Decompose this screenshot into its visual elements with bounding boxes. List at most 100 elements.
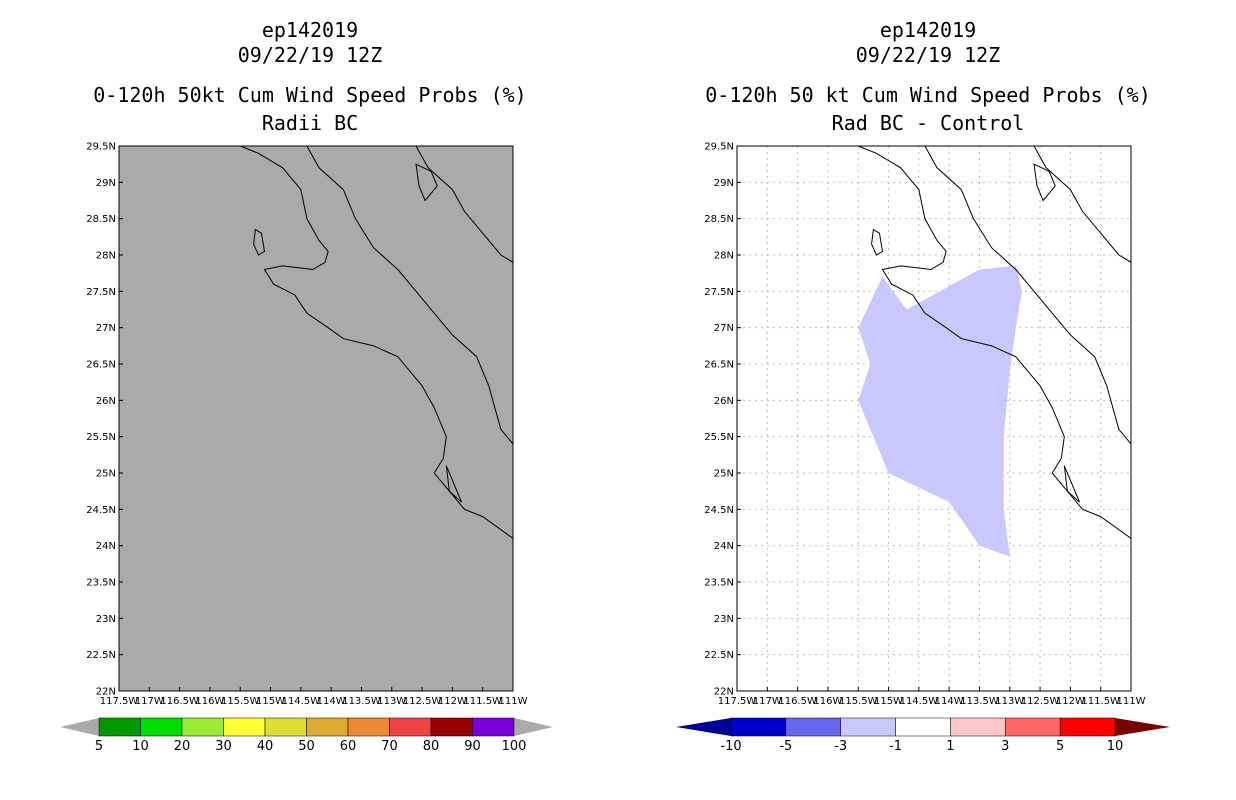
y-tick-label: 22N bbox=[96, 687, 116, 698]
colorbar-cell bbox=[140, 717, 183, 737]
y-tick-label: 28N bbox=[96, 251, 116, 262]
coastline-baja-gulf bbox=[924, 146, 1131, 445]
colorbar-label: -5 bbox=[779, 739, 792, 754]
coastline-baja-pacific bbox=[858, 146, 1131, 539]
coastline-magdalena bbox=[445, 465, 462, 503]
colorbar-cell bbox=[472, 717, 515, 737]
plot-frame bbox=[118, 145, 514, 692]
y-tick-label: 22.5N bbox=[704, 650, 734, 661]
x-tick-label: 111.5W bbox=[1081, 696, 1120, 707]
coastline-isla-tiburon bbox=[1033, 163, 1056, 202]
coastlines bbox=[240, 146, 513, 539]
y-tick-label: 23.5N bbox=[704, 578, 734, 589]
colorbar-label: 30 bbox=[215, 739, 232, 754]
colorbar-cell bbox=[785, 717, 841, 737]
y-tick-label: 29.5N bbox=[704, 142, 734, 153]
right-panel-title: ep142019 09/22/19 12Z 0-120h 50 kt Cum W… bbox=[678, 18, 1178, 135]
x-tick-label: 117.5W bbox=[718, 696, 757, 707]
y-tick-label: 23.5N bbox=[86, 578, 116, 589]
x-tick-label: 114.5W bbox=[900, 696, 939, 707]
right-storm-id: ep142019 bbox=[879, 18, 977, 42]
coastlines bbox=[858, 146, 1131, 539]
coastline-magdalena bbox=[1063, 465, 1080, 503]
coastline-isla-tiburon bbox=[415, 163, 438, 202]
y-tick-label: 24.5N bbox=[86, 505, 116, 516]
left-panel-title: ep142019 09/22/19 12Z 0-120h 50kt Cum Wi… bbox=[60, 18, 560, 135]
x-tick-label: 114W bbox=[935, 696, 964, 707]
colorbar-cell bbox=[895, 717, 951, 737]
colorbar-cell bbox=[840, 717, 896, 737]
y-tick-label: 23N bbox=[96, 614, 116, 625]
y-tick-label: 22.5N bbox=[86, 650, 116, 661]
y-tick-label: 26.5N bbox=[704, 360, 734, 371]
y-tick-label: 24.5N bbox=[704, 505, 734, 516]
colorbar-low-arrow bbox=[676, 718, 731, 736]
x-tick-label: 112.5W bbox=[1021, 696, 1060, 707]
colorbar-cell bbox=[389, 717, 432, 737]
y-tick-label: 26N bbox=[96, 396, 116, 407]
x-tick-label: 111W bbox=[1117, 696, 1146, 707]
colorbar-label: 20 bbox=[174, 739, 191, 754]
colorbar-cell bbox=[264, 717, 307, 737]
colorbar-label: -3 bbox=[834, 739, 847, 754]
colorbar-cell bbox=[1059, 717, 1116, 737]
left-map-panel: 117.5W117W116.5W116W115.5W115W114.5W114W… bbox=[86, 142, 527, 708]
colorbar-label: 3 bbox=[1001, 739, 1009, 754]
y-tick-label: 25N bbox=[714, 469, 734, 480]
colorbar-cell bbox=[223, 717, 266, 737]
colorbar-label: 50 bbox=[298, 739, 315, 754]
y-tick-label: 27N bbox=[96, 323, 116, 334]
coastline-isla-cedros bbox=[871, 228, 884, 256]
x-tick-label: 113W bbox=[377, 696, 406, 707]
coastline-isla-cedros bbox=[253, 228, 266, 256]
colorbar-label: 5 bbox=[1056, 739, 1064, 754]
left-storm-id: ep142019 bbox=[261, 18, 359, 42]
colorbar-label: 80 bbox=[423, 739, 440, 754]
x-tick-label: 117.5W bbox=[100, 696, 139, 707]
colorbar-label: 5 bbox=[95, 739, 103, 754]
colorbar-label: 100 bbox=[502, 739, 527, 754]
y-tick-label: 27N bbox=[714, 323, 734, 334]
probability-difference-region bbox=[858, 265, 1022, 557]
x-tick-label: 115.5W bbox=[839, 696, 878, 707]
y-tick-label: 28.5N bbox=[704, 214, 734, 225]
x-tick-label: 113.5W bbox=[960, 696, 999, 707]
y-tick-label: 25.5N bbox=[704, 432, 734, 443]
x-tick-label: 111W bbox=[499, 696, 528, 707]
y-tick-label: 27.5N bbox=[704, 287, 734, 298]
colorbar-cell bbox=[98, 717, 141, 737]
colorbar-low-arrow bbox=[60, 718, 99, 736]
left-product: 0-120h 50kt Cum Wind Speed Probs (%) bbox=[93, 83, 527, 107]
y-tick-label: 29.5N bbox=[86, 142, 116, 153]
y-tick-label: 26.5N bbox=[86, 360, 116, 371]
y-tick-label: 29N bbox=[714, 178, 734, 189]
x-tick-label: 111.5W bbox=[463, 696, 502, 707]
colorbar-high-arrow bbox=[514, 718, 553, 736]
x-tick-label: 115W bbox=[256, 696, 285, 707]
y-tick-label: 24N bbox=[96, 541, 116, 552]
right-date: 09/22/19 12Z bbox=[855, 43, 1001, 67]
colorbar-label: 40 bbox=[257, 739, 274, 754]
colorbar-label: 90 bbox=[464, 739, 481, 754]
x-tick-label: 116W bbox=[195, 696, 224, 707]
colorbar-cell bbox=[347, 717, 390, 737]
right-product: 0-120h 50 kt Cum Wind Speed Probs (%) bbox=[705, 83, 1151, 107]
x-tick-label: 112W bbox=[438, 696, 467, 707]
right-subtitle: Rad BC - Control bbox=[831, 111, 1025, 135]
y-tick-label: 24N bbox=[714, 541, 734, 552]
x-tick-label: 113W bbox=[995, 696, 1024, 707]
colorbar-label: -10 bbox=[720, 739, 741, 754]
y-tick-label: 29N bbox=[96, 178, 116, 189]
x-tick-label: 117W bbox=[135, 696, 164, 707]
plot-background bbox=[119, 146, 513, 691]
y-tick-label: 25N bbox=[96, 469, 116, 480]
colorbar-label: 10 bbox=[132, 739, 149, 754]
x-tick-label: 115W bbox=[874, 696, 903, 707]
x-tick-label: 113.5W bbox=[342, 696, 381, 707]
x-tick-label: 115.5W bbox=[221, 696, 260, 707]
colorbar-label: 10 bbox=[1107, 739, 1124, 754]
colorbar-label: -1 bbox=[889, 739, 902, 754]
y-tick-label: 26N bbox=[714, 396, 734, 407]
colorbar-cell bbox=[306, 717, 349, 737]
